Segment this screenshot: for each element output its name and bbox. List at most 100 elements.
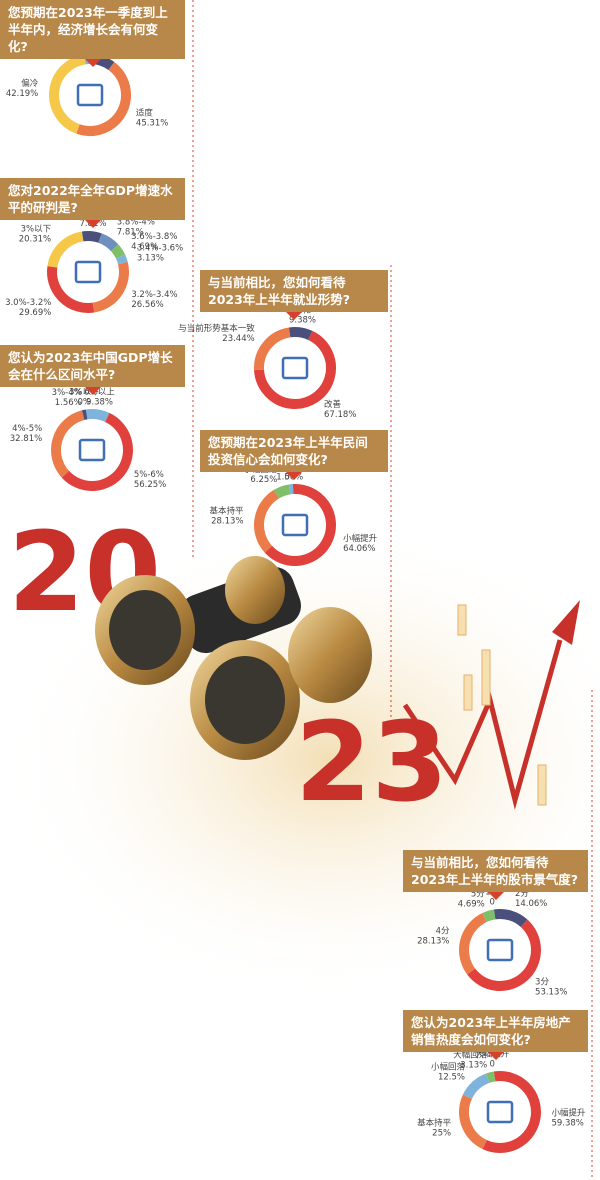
donut-segment (85, 409, 110, 423)
donut-hole (63, 421, 121, 479)
binoculars (95, 556, 372, 760)
donut-segment (254, 489, 280, 553)
donut-segment (47, 231, 84, 268)
icon (486, 938, 514, 962)
donut-segment (459, 1094, 488, 1150)
donut-segment (61, 412, 133, 491)
donut-segment (115, 254, 128, 265)
value-label: 14.06% (515, 899, 547, 909)
donut-segment (462, 1073, 490, 1100)
donut-segment (486, 1071, 496, 1083)
value-label: 28.13% (417, 937, 449, 947)
segment-label: 小幅提升 (343, 533, 378, 544)
donut-hole (266, 496, 324, 554)
donut-segment (273, 484, 291, 499)
donut-segment (254, 327, 291, 371)
donut-hole (266, 339, 324, 397)
donut-segment (76, 62, 131, 136)
donut-segment (47, 266, 95, 313)
donut-segment (254, 330, 336, 409)
segment-label: 偏冷 (21, 78, 39, 89)
value-label: 32.81% (10, 434, 42, 444)
value-label: 64.06% (343, 544, 375, 554)
donut-segment (110, 244, 126, 259)
donut-hole (471, 921, 529, 979)
segment-label: 小幅提升 (551, 1107, 586, 1118)
value-label: 9.38% (86, 398, 113, 408)
value-label: 7.81% (117, 228, 144, 238)
icon (76, 83, 104, 107)
question-title: 您认为2023年中国GDP增长会在什么区间水平? (0, 345, 185, 395)
donut-segment (51, 410, 85, 478)
value-label: 45.31% (136, 118, 168, 128)
segment-label: 3%以下 (21, 224, 52, 234)
segment-label: 5分 (471, 889, 485, 899)
icon (74, 260, 102, 284)
value-label: 1.56% (55, 398, 82, 408)
value-label: 23.44% (222, 334, 254, 344)
question-title: 您预期在2023年一季度到上半年内，经济增长会有何变化? (0, 0, 185, 67)
question-title: 与当前相比，您如何看待2023年上半年的股市景气度? (403, 850, 588, 900)
segment-label: 4%-5% (12, 424, 42, 434)
segment-label: 5%-6% (134, 470, 164, 480)
trend-arrow (402, 600, 580, 810)
segment-label: 3%以下 (69, 388, 100, 398)
value-label: 0 (490, 1060, 495, 1070)
donut-segment (288, 327, 313, 341)
donut-segment (493, 909, 528, 928)
donut-chart: 6%以上9.38%5%-6%56.25%4%-5%32.81%3%-4%1.56… (10, 388, 166, 491)
value-label: 53.13% (535, 987, 567, 997)
value-label: 67.18% (324, 410, 356, 420)
segment-label: 3.6%-3.8% (131, 232, 177, 242)
segment-label: 适度 (136, 107, 154, 118)
value-label: 56.25% (134, 480, 166, 490)
donut-segment (264, 484, 336, 566)
icon (486, 1100, 514, 1124)
segment-label: 3.2%-3.4% (131, 290, 177, 300)
value-label: 42.19% (6, 89, 38, 99)
segment-label: 基本持平 (210, 506, 245, 517)
segment-label: 3%-4% (52, 388, 82, 398)
segment-label: 3.4%-3.6% (137, 243, 183, 253)
value-label: 29.69% (19, 308, 51, 318)
value-label: 0% (77, 398, 91, 408)
value-label: 59.38% (551, 1118, 583, 1128)
value-label: 9.38% (289, 316, 316, 326)
donut-chart: 4%以上7.81%3.8%-4%7.81%3.6%-3.8%4.69%3.4%-… (5, 209, 183, 318)
value-label: 3.13% (137, 253, 164, 263)
year-digits: 23 (295, 698, 448, 826)
donut-segment (482, 909, 496, 923)
donut-segment (98, 233, 119, 252)
donut-segment (81, 409, 88, 420)
value-label: 26.56% (131, 300, 163, 310)
value-label: 12.5% (438, 1073, 465, 1083)
value-label: 3.13% (460, 1061, 487, 1071)
segment-label: 基本持平 (417, 1118, 452, 1129)
icon (281, 356, 309, 380)
donut-segment (459, 912, 487, 975)
value-label: 6.25% (250, 475, 277, 485)
icon (281, 513, 309, 537)
value-label: 28.13% (211, 517, 243, 527)
segment-label: 4分 (436, 927, 450, 937)
donut-segment (81, 231, 102, 243)
segment-label: 大幅回落 (453, 1050, 488, 1061)
value-label: 4.69% (458, 899, 485, 909)
segment-label: 3.8%-4% (117, 218, 155, 228)
donut-hole (471, 1083, 529, 1141)
segment-label: 与当前形势基本一致 (178, 323, 255, 334)
value-label: 25% (432, 1129, 451, 1139)
question-title: 您预期在2023年上半年民间投资信心会如何变化? (200, 430, 388, 480)
value-label: 4.69% (131, 242, 158, 252)
question-title: 您认为2023年上半年房地产销售热度会如何变化? (403, 1010, 588, 1060)
donut-hole (59, 243, 117, 301)
question-title: 您对2022年全年GDP增速水平的研判是? (0, 178, 185, 228)
donut-segment (49, 54, 86, 134)
icon (78, 438, 106, 462)
donut-segment (482, 1071, 541, 1153)
segment-label: 3.0%-3.2% (5, 298, 51, 308)
